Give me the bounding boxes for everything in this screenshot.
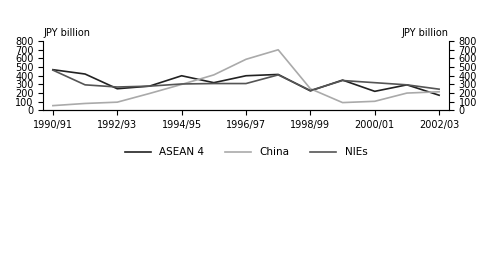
- China: [114, 101, 120, 104]
- China: [179, 83, 184, 86]
- Text: JPY billion: JPY billion: [43, 28, 90, 38]
- ASEAN 4: [275, 73, 281, 76]
- China: [339, 101, 345, 104]
- ASEAN 4: [50, 68, 56, 71]
- ASEAN 4: [339, 78, 345, 82]
- Text: JPY billion: JPY billion: [402, 28, 449, 38]
- NIEs: [308, 89, 313, 92]
- ASEAN 4: [436, 94, 442, 97]
- NIEs: [339, 79, 345, 82]
- China: [308, 87, 313, 90]
- ASEAN 4: [372, 90, 378, 93]
- ASEAN 4: [308, 89, 313, 92]
- China: [82, 102, 88, 105]
- NIEs: [114, 85, 120, 89]
- NIEs: [243, 82, 249, 85]
- China: [147, 92, 153, 95]
- Legend: ASEAN 4, China, NIEs: ASEAN 4, China, NIEs: [121, 143, 371, 162]
- ASEAN 4: [404, 83, 410, 86]
- ASEAN 4: [243, 74, 249, 77]
- China: [243, 58, 249, 61]
- NIEs: [50, 69, 56, 72]
- China: [211, 73, 217, 77]
- ASEAN 4: [82, 72, 88, 76]
- NIEs: [147, 85, 153, 88]
- NIEs: [404, 83, 410, 86]
- China: [50, 104, 56, 107]
- NIEs: [179, 82, 184, 86]
- NIEs: [82, 83, 88, 86]
- Line: ASEAN 4: ASEAN 4: [53, 70, 439, 95]
- Line: China: China: [53, 50, 439, 106]
- China: [372, 100, 378, 103]
- NIEs: [372, 81, 378, 84]
- Line: NIEs: NIEs: [53, 70, 439, 90]
- ASEAN 4: [211, 81, 217, 84]
- NIEs: [211, 82, 217, 85]
- NIEs: [275, 73, 281, 77]
- China: [275, 48, 281, 51]
- China: [436, 90, 442, 93]
- ASEAN 4: [179, 74, 184, 77]
- ASEAN 4: [147, 85, 153, 88]
- NIEs: [436, 87, 442, 91]
- China: [404, 91, 410, 95]
- ASEAN 4: [114, 87, 120, 90]
